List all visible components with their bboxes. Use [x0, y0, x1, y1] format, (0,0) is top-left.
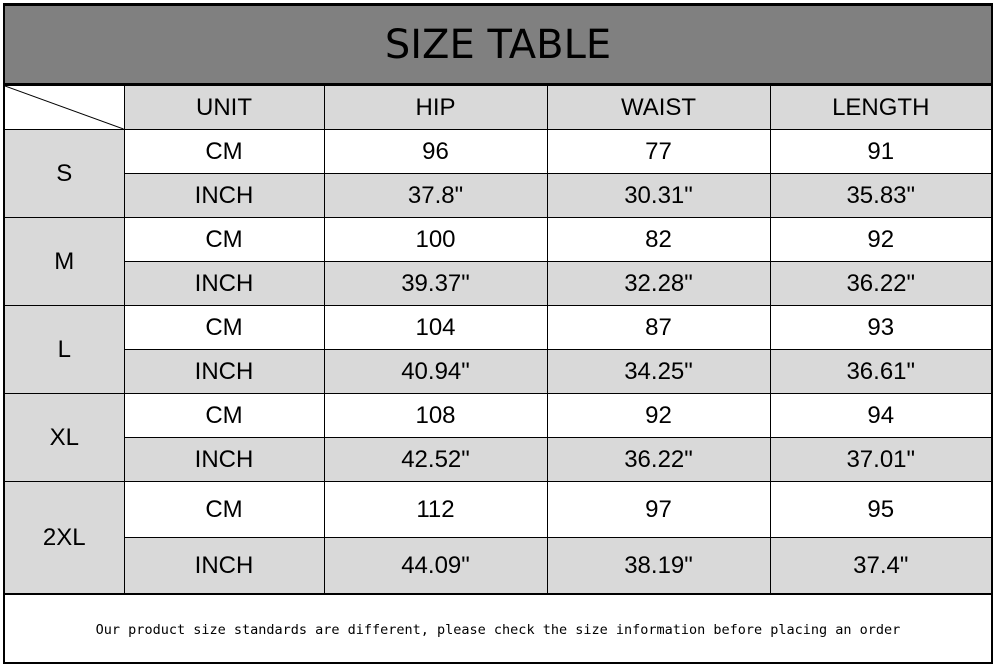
- table-row: L CM 104 87 93: [5, 305, 991, 394]
- waist-cell: 38.19": [546, 537, 771, 594]
- table-row: INCH 37.8" 30.31" 35.83": [5, 173, 991, 218]
- length-cell: 92: [769, 217, 991, 262]
- length-cell: 94: [769, 393, 991, 438]
- table-row: XL CM 108 92 94: [5, 393, 991, 482]
- header-hip: HIP: [323, 85, 548, 130]
- waist-cell: 77: [546, 129, 771, 174]
- table-row: INCH 42.52" 36.22" 37.01": [5, 437, 991, 482]
- size-label: L: [5, 305, 125, 394]
- waist-cell: 34.25": [546, 349, 771, 394]
- unit-cell: CM: [123, 393, 325, 438]
- unit-cell: INCH: [124, 349, 325, 394]
- size-table-frame: SIZE TABLE UNIT HIP WAIST LENGTH S CM 96 77…: [3, 3, 993, 664]
- unit-cell: CM: [123, 217, 325, 262]
- length-cell: 37.4": [769, 537, 991, 594]
- table-row: S CM 96 77 91: [5, 129, 991, 218]
- table-row: INCH 40.94" 34.25" 36.61": [5, 349, 991, 394]
- unit-cell: CM: [123, 305, 325, 350]
- diagonal-corner-cell: [5, 85, 125, 130]
- size-table: UNIT HIP WAIST LENGTH S CM 96 77 91 INCH 37.8"…: [5, 85, 991, 594]
- page-title: SIZE TABLE: [5, 6, 991, 85]
- unit-cell: CM: [123, 129, 325, 174]
- header-length: LENGTH: [769, 85, 991, 130]
- hip-cell: 40.94": [323, 349, 548, 394]
- hip-cell: 44.09": [323, 537, 548, 594]
- waist-cell: 30.31": [546, 173, 771, 218]
- waist-cell: 97: [546, 481, 771, 538]
- footer-note: Our product size standards are different…: [5, 594, 991, 665]
- size-label: 2XL: [5, 481, 125, 594]
- header-row: UNIT HIP WAIST LENGTH: [5, 85, 991, 130]
- header-unit: UNIT: [123, 85, 325, 130]
- hip-cell: 37.8": [323, 173, 548, 218]
- table-row: INCH 44.09" 38.19" 37.4": [5, 537, 991, 594]
- length-cell: 95: [769, 481, 991, 538]
- unit-cell: INCH: [124, 437, 325, 482]
- length-cell: 91: [769, 129, 991, 174]
- unit-cell: INCH: [124, 537, 325, 594]
- unit-cell: INCH: [124, 173, 325, 218]
- hip-cell: 100: [323, 217, 548, 262]
- hip-cell: 108: [323, 393, 548, 438]
- waist-cell: 87: [546, 305, 771, 350]
- length-cell: 36.61": [769, 349, 991, 394]
- waist-cell: 82: [546, 217, 771, 262]
- size-label: S: [5, 129, 125, 218]
- table-row: INCH 39.37" 32.28" 36.22": [5, 261, 991, 306]
- hip-cell: 42.52": [323, 437, 548, 482]
- hip-cell: 96: [323, 129, 548, 174]
- size-label: XL: [5, 393, 125, 482]
- length-cell: 37.01": [769, 437, 991, 482]
- size-label: M: [5, 217, 125, 306]
- unit-cell: CM: [123, 481, 325, 538]
- table-row: 2XL CM 112 97 95: [5, 481, 991, 594]
- waist-cell: 32.28": [546, 261, 771, 306]
- hip-cell: 104: [323, 305, 548, 350]
- hip-cell: 112: [323, 481, 548, 538]
- length-cell: 35.83": [769, 173, 991, 218]
- length-cell: 93: [769, 305, 991, 350]
- hip-cell: 39.37": [323, 261, 548, 306]
- waist-cell: 92: [546, 393, 771, 438]
- waist-cell: 36.22": [546, 437, 771, 482]
- unit-cell: INCH: [124, 261, 325, 306]
- table-row: M CM 100 82 92: [5, 217, 991, 306]
- header-waist: WAIST: [546, 85, 771, 130]
- length-cell: 36.22": [769, 261, 991, 306]
